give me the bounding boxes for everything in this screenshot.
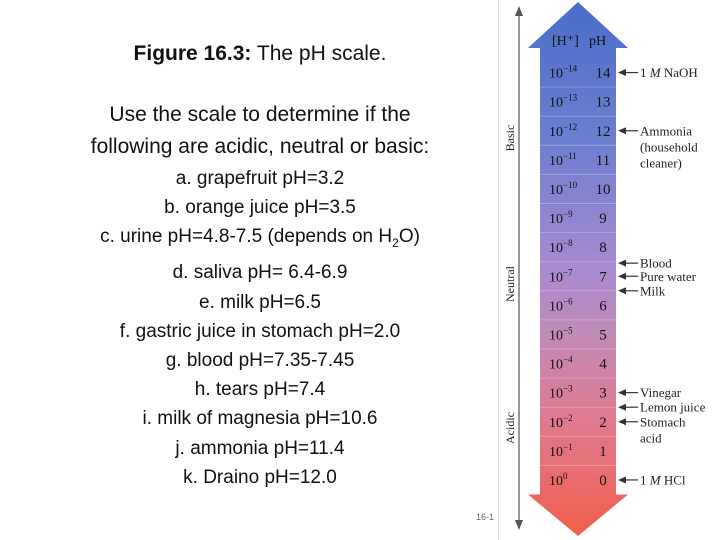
sample-item-k: k. Draino pH=12.0: [183, 466, 337, 488]
sample-item-c-text: c. urine pH=4.8-7.5 (depends on H: [100, 226, 393, 248]
ph-value-1: 1: [599, 444, 607, 460]
annotation-arrowhead: [618, 403, 626, 411]
h-concentration-ph-3: 10−3: [549, 384, 573, 402]
sample-item-j: j. ammonia pH=11.4: [175, 437, 345, 459]
sample-item-i: i. milk of magnesia pH=10.6: [142, 408, 378, 430]
annotation-label-2-0: Blood: [640, 256, 672, 271]
h-concentration-ph-8: 10−8: [549, 238, 573, 256]
label-basic: Basic: [503, 125, 517, 152]
h-concentration-ph-1: 10−1: [549, 442, 573, 460]
sample-item-e: e. milk pH=6.5: [199, 291, 321, 313]
ph-value-6: 6: [599, 298, 607, 314]
ph-value-8: 8: [599, 240, 607, 256]
instruction-text: Use the scale to determine if the follow…: [40, 99, 480, 163]
annotation-label-5-0: Vinegar: [640, 385, 682, 400]
annotation-arrowhead: [618, 259, 626, 267]
sample-item-b: b. orange juice pH=3.5: [164, 197, 356, 219]
h-concentration-ph-11: 10−11: [549, 151, 577, 169]
h-concentration-ph-10: 10−10: [549, 180, 578, 198]
sample-item-h: h. tears pH=7.4: [194, 379, 326, 401]
sample-item-c: c. urine pH=4.8-7.5 (depends on H2O): [40, 222, 480, 258]
h-concentration-ph-7: 10−7: [549, 267, 573, 285]
annotation-label-6-0: Lemon juice: [640, 400, 706, 415]
ph-value-10: 10: [596, 182, 611, 198]
sample-item-c-suffix: O): [398, 226, 420, 248]
annotation-arrowhead: [618, 272, 626, 280]
figure-label: Figure 16.3:: [133, 42, 252, 65]
annotation-label-3-0: Pure water: [640, 269, 697, 284]
h-concentration-ph-5: 10−5: [549, 325, 573, 343]
annotation-label-8-0: 1 M HCl: [640, 472, 686, 487]
ph-value-0: 0: [599, 473, 607, 489]
sample-item-c-subscript: 2: [392, 236, 399, 251]
sample-item-a: a. grapefruit pH=3.2: [175, 168, 345, 189]
annotation-label-1-1: (household: [640, 139, 698, 154]
divider: [498, 0, 499, 540]
label-neutral: Neutral: [503, 265, 517, 302]
instruction-line-2: following are acidic, neutral or basic:: [90, 135, 430, 158]
sample-item-g: g. blood pH=7.35-7.45: [165, 350, 355, 372]
ph-value-14: 14: [596, 66, 612, 82]
axis-arrowhead-bottom: [515, 520, 523, 530]
ph-value-11: 11: [596, 153, 610, 169]
h-concentration-ph-12: 10−12: [549, 122, 577, 140]
label-acidic: Acidic: [503, 412, 517, 444]
ph-value-13: 13: [596, 95, 611, 111]
h-concentration-ph-6: 10−6: [549, 296, 573, 314]
annotation-arrowhead: [618, 389, 626, 397]
header-h-concentration: [H⁺]: [552, 34, 579, 49]
h-concentration-ph-0: 100: [549, 471, 568, 489]
h-concentration-ph-4: 10−4: [549, 355, 573, 373]
annotation-label-0-0: 1 M NaOH: [640, 65, 698, 80]
sample-list: a. grapefruit pH=3.2 b. orange juice pH=…: [40, 164, 480, 492]
ph-value-2: 2: [599, 415, 607, 431]
annotation-arrowhead: [618, 69, 626, 77]
sample-item-f: f. gastric juice in stomach pH=2.0: [119, 320, 401, 342]
h-concentration-ph-2: 10−2: [549, 413, 573, 431]
axis-arrowhead-top: [515, 6, 523, 16]
annotation-arrowhead: [618, 476, 626, 484]
ph-gradient-arrow: [528, 2, 628, 536]
annotation-label-7-1: acid: [640, 430, 662, 445]
figure-caption: The pH scale.: [251, 42, 387, 65]
ph-value-9: 9: [599, 211, 607, 227]
annotation-label-4-0: Milk: [640, 283, 666, 298]
sample-item-d: d. saliva pH= 6.4-6.9: [172, 262, 348, 284]
ph-value-4: 4: [599, 357, 607, 373]
instruction-line-1: Use the scale to determine if the: [109, 103, 411, 126]
annotation-arrowhead: [618, 287, 626, 295]
annotation-arrowhead: [618, 418, 626, 426]
annotation-arrowhead: [618, 127, 626, 135]
annotation-label-1-0: Ammonia: [640, 123, 692, 138]
header-ph: pH: [589, 34, 606, 49]
h-concentration-ph-14: 10−14: [549, 64, 578, 82]
annotation-label-7-0: Stomach: [640, 414, 686, 429]
ph-value-7: 7: [599, 269, 607, 285]
text-panel: Figure 16.3: The pH scale. Use the scale…: [40, 0, 480, 540]
ph-value-3: 3: [599, 386, 607, 402]
slide-number: 16-1: [476, 512, 495, 522]
h-concentration-ph-9: 10−9: [549, 209, 573, 227]
annotation-label-1-2: cleaner): [640, 155, 682, 170]
ph-value-12: 12: [596, 124, 611, 140]
ph-value-5: 5: [599, 327, 607, 343]
figure-title: Figure 16.3: The pH scale.: [40, 40, 480, 68]
h-concentration-ph-13: 10−13: [549, 93, 578, 111]
